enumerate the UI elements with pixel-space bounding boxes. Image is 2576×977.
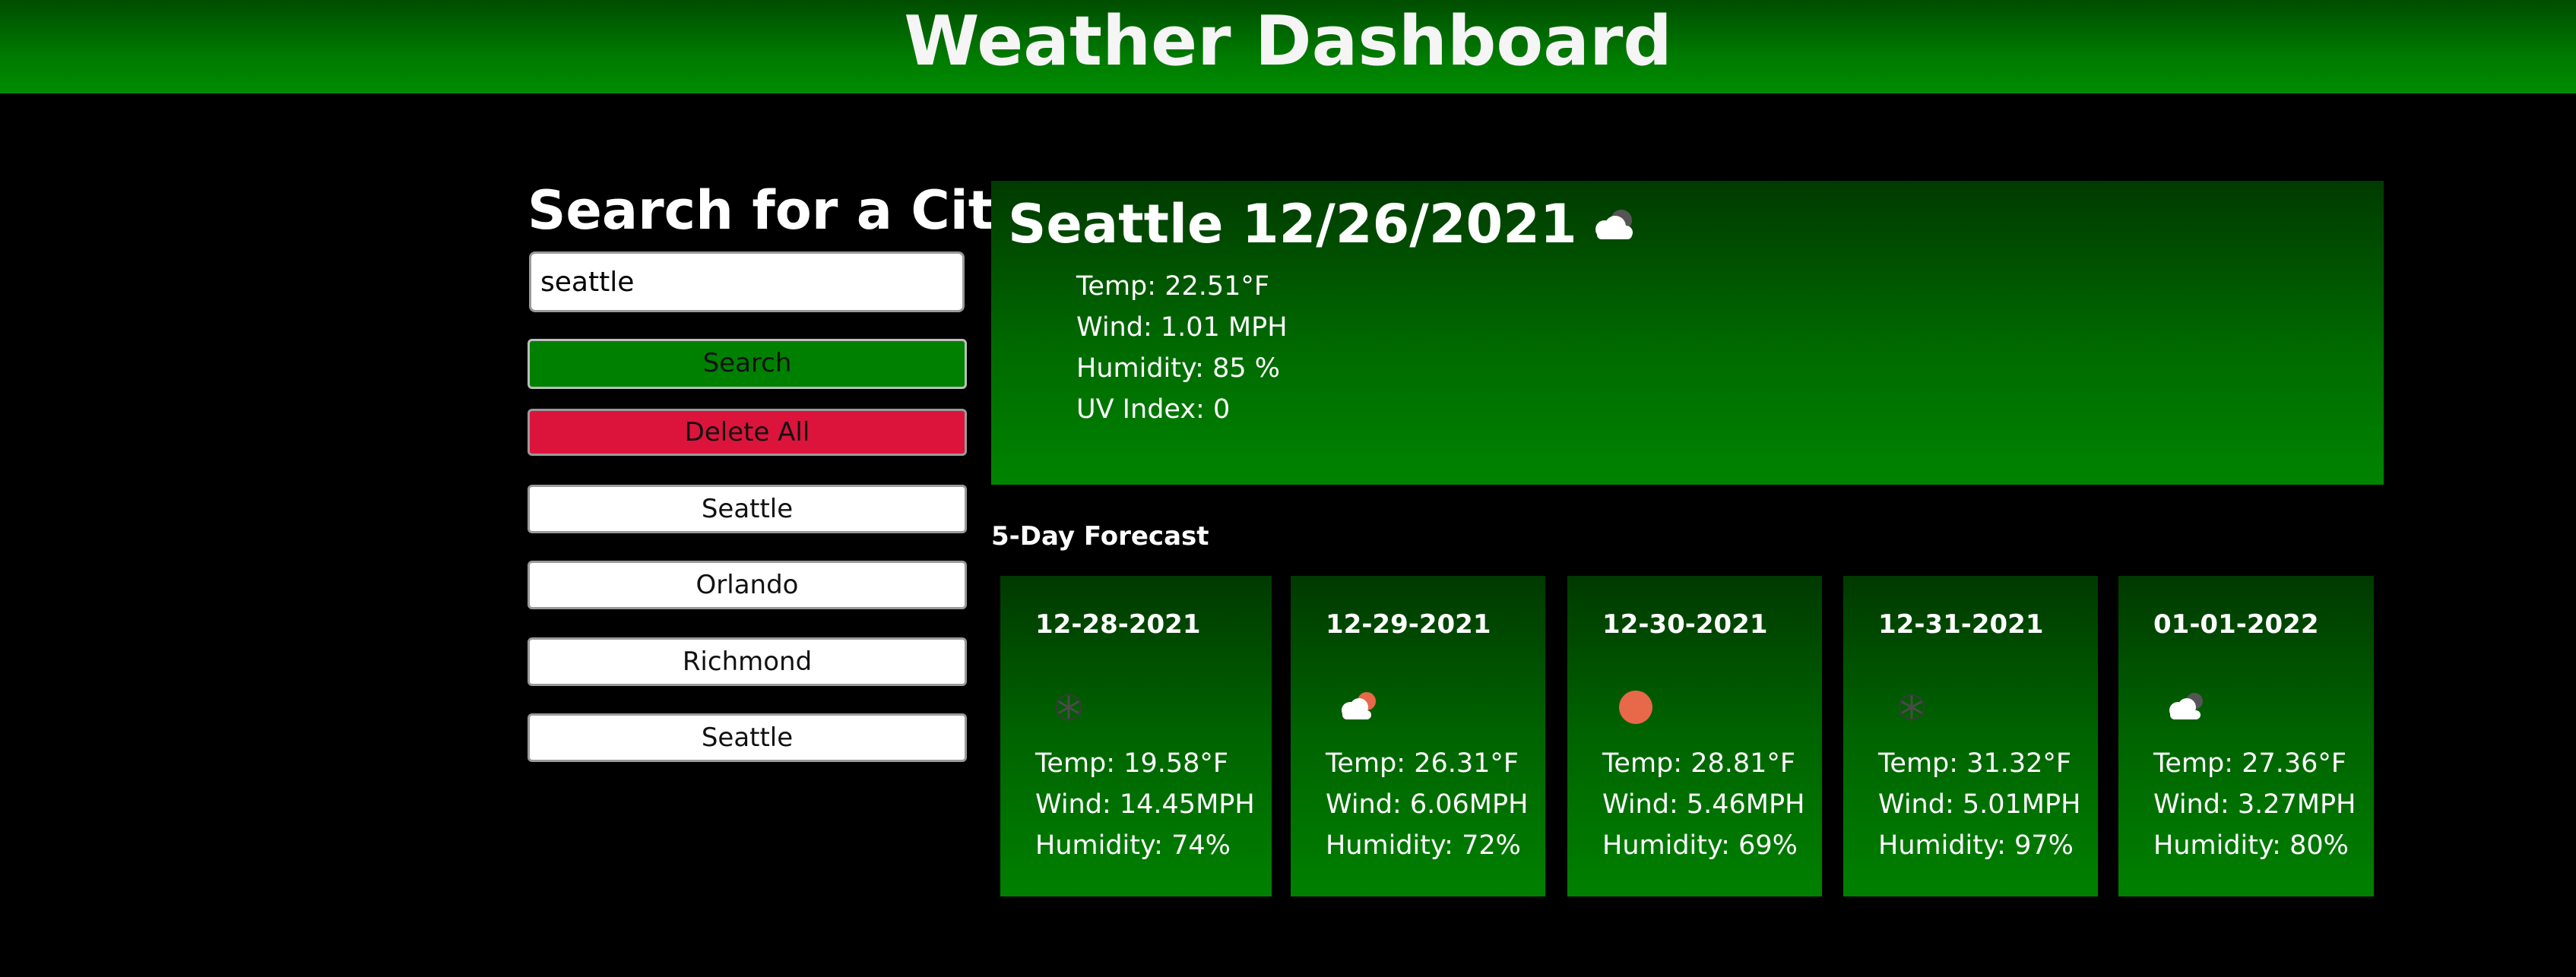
forecast-card: 12-28-2021 Temp: 19.58°F Wind: 14.45MPH … (1000, 576, 1272, 896)
forecast-date: 12-31-2021 (1878, 609, 2044, 640)
forecast-card: 12-30-2021 Temp: 28.81°F Wind: 5.46MPH H… (1567, 576, 1822, 896)
forecast-humidity: Humidity: 72% (1326, 830, 1521, 861)
forecast-stats: Temp: 27.36°F Wind: 3.27MPH Humidity: 80… (2153, 743, 2356, 866)
cloud-night-icon (1588, 194, 1638, 262)
history-button-seattle[interactable]: Seattle (528, 485, 967, 533)
forecast-temp: Temp: 28.81°F (1602, 748, 1796, 779)
forecast-stats: Temp: 31.32°F Wind: 5.01MPH Humidity: 97… (1878, 743, 2080, 866)
current-city-date: Seattle 12/26/2021 (1008, 193, 1577, 255)
forecast-stats: Temp: 26.31°F Wind: 6.06MPH Humidity: 72… (1326, 743, 1528, 866)
delete-all-button[interactable]: Delete All (528, 409, 967, 456)
forecast-humidity: Humidity: 80% (2153, 830, 2349, 861)
history-button-richmond[interactable]: Richmond (528, 637, 967, 686)
current-wind: Wind: 1.01 MPH (1076, 312, 1288, 343)
current-weather-panel: Seattle 12/26/2021 Temp: 22.51°F Wind: 1… (991, 181, 2384, 485)
history-button-seattle-2[interactable]: Seattle (528, 713, 967, 762)
search-sidebar: Search for a City: Search Delete All Sea… (528, 176, 1050, 762)
forecast-date: 12-29-2021 (1326, 609, 1491, 640)
page-title: Weather Dashboard (904, 2, 1672, 81)
forecast-humidity: Humidity: 74% (1035, 830, 1231, 861)
snow-icon (1887, 686, 1936, 729)
forecast-wind: Wind: 5.46MPH (1602, 789, 1805, 820)
forecast-temp: Temp: 26.31°F (1326, 748, 1519, 779)
forecast-card: 12-29-2021 Temp: 26.31°F Wind: 6.06MPH H… (1291, 576, 1545, 896)
history-button-orlando[interactable]: Orlando (528, 561, 967, 609)
forecast-wind: Wind: 14.45MPH (1035, 789, 1255, 820)
forecast-stats: Temp: 28.81°F Wind: 5.46MPH Humidity: 69… (1602, 743, 1804, 866)
current-humidity: Humidity: 85 % (1076, 353, 1280, 384)
snow-icon (1044, 686, 1093, 729)
search-heading: Search for a City: (528, 179, 1050, 242)
forecast-stats: Temp: 19.58°F Wind: 14.45MPH Humidity: 7… (1035, 743, 1255, 866)
current-weather-stats: Temp: 22.51°F Wind: 1.01 MPH Humidity: 8… (1076, 266, 1288, 430)
forecast-temp: Temp: 27.36°F (2153, 748, 2347, 779)
forecast-card: 12-31-2021 Temp: 31.32°F Wind: 5.01MPH H… (1843, 576, 2098, 896)
page-header: Weather Dashboard (0, 0, 2576, 93)
forecast-date: 01-01-2022 (2153, 609, 2319, 640)
forecast-wind: Wind: 6.06MPH (1326, 789, 1529, 820)
search-button[interactable]: Search (528, 339, 967, 389)
forecast-card: 01-01-2022 Temp: 27.36°F Wind: 3.27MPH H… (2118, 576, 2374, 896)
forecast-temp: Temp: 31.32°F (1878, 748, 2072, 779)
forecast-temp: Temp: 19.58°F (1035, 748, 1229, 779)
forecast-humidity: Humidity: 69% (1602, 830, 1798, 861)
current-temp: Temp: 22.51°F (1076, 271, 1270, 302)
forecast-date: 12-28-2021 (1035, 609, 1201, 640)
forecast-label: 5-Day Forecast (991, 521, 1209, 552)
forecast-humidity: Humidity: 97% (1878, 830, 2074, 861)
city-search-input[interactable] (529, 251, 965, 312)
current-weather-title: Seattle 12/26/2021 (1008, 190, 1638, 262)
forecast-wind: Wind: 5.01MPH (1878, 789, 2081, 820)
cloud-night-icon (2163, 686, 2211, 729)
forecast-date: 12-30-2021 (1602, 609, 1768, 640)
cloud-sun-icon (1335, 686, 1383, 729)
forecast-wind: Wind: 3.27MPH (2153, 789, 2356, 820)
current-uv-index: UV Index: 0 (1076, 394, 1231, 425)
sun-icon (1611, 686, 1660, 729)
